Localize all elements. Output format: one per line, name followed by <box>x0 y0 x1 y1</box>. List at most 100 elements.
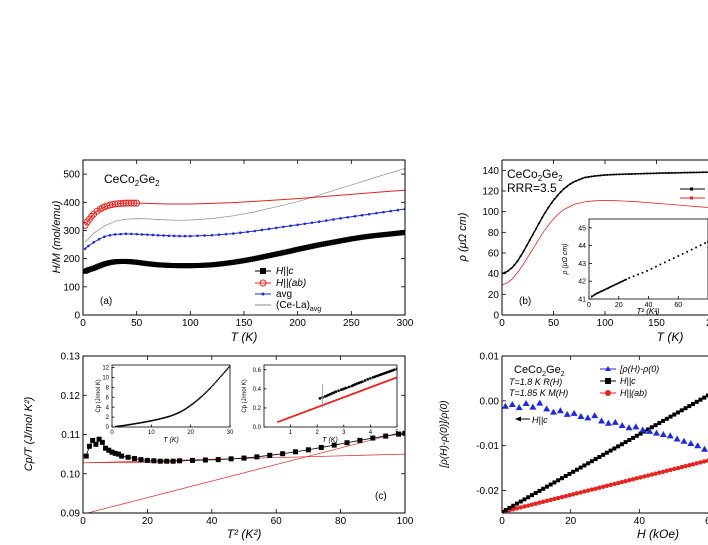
cp-point <box>112 450 118 456</box>
h-c-point <box>619 442 624 447</box>
inset-c1-point <box>121 424 124 427</box>
x-tick-label: 0 <box>499 318 505 329</box>
h-ab-point <box>675 465 681 471</box>
rho-h-c-point <box>643 172 646 175</box>
h-ab-point <box>544 498 550 504</box>
h-c-point <box>676 410 681 415</box>
inset-c2-point <box>371 376 375 379</box>
y-tick-label: 0.00 <box>480 396 500 407</box>
mr-triangle <box>701 445 708 452</box>
inset-c2-point <box>377 374 380 377</box>
h-c-point <box>661 418 666 423</box>
inset-c2-xlabel: T (K) <box>322 437 338 444</box>
y-tick-label: 10 <box>102 376 109 382</box>
legend-ce-la: (Ce-La)avg <box>276 300 321 313</box>
h-ab-point <box>612 481 617 487</box>
rho-h-c-point <box>633 172 636 175</box>
y-tick-label: 42 <box>578 279 586 286</box>
h-c-point <box>544 484 549 489</box>
inset-b-point <box>617 282 620 284</box>
x-tick-label: 80 <box>335 516 347 527</box>
inset-b-point <box>650 267 653 270</box>
avg-point <box>260 228 264 232</box>
h-ab-point <box>526 503 531 508</box>
h-ab-point <box>619 479 625 485</box>
h-c-point <box>503 507 508 512</box>
y-tick-label: 0.09 <box>61 509 81 520</box>
inset-c2-point <box>380 373 384 376</box>
inset-b-point <box>641 271 644 274</box>
avg-point <box>87 244 90 248</box>
h-ab-point <box>511 507 516 512</box>
rho-h-c-point <box>534 227 537 230</box>
h-c-point <box>514 501 519 506</box>
avg-point <box>83 247 87 251</box>
rho-h-c-point <box>655 172 658 175</box>
h-c-point <box>631 435 636 440</box>
inset-c1-point <box>204 392 206 395</box>
h-ab-point <box>109 201 116 208</box>
mr-triangle <box>604 419 612 426</box>
inset-c2-point <box>334 390 338 393</box>
panel-a-marks <box>83 168 405 274</box>
h-c-point <box>593 457 598 462</box>
cp-point <box>96 436 102 442</box>
h-ab-point <box>687 463 692 468</box>
x-tick-label: 0 <box>110 430 114 436</box>
inset-c2-point <box>366 378 369 381</box>
inset-c2-point <box>361 380 364 383</box>
series-mr-triangles <box>502 399 708 452</box>
h-ab-point <box>117 199 125 207</box>
inset-b-point <box>668 259 671 262</box>
cp-point <box>189 457 195 463</box>
cp-point <box>318 444 324 450</box>
panel-a-legend: H||c H||(ab) avg (Ce-La)avg <box>255 266 321 313</box>
avg-point <box>178 234 181 238</box>
inset-c2-point <box>339 388 343 391</box>
h-c-point <box>612 446 617 451</box>
panel-d: 0 20 40 0.01 0.00 -0.01 -0.02 6 CeCo2Ge2 T=1.8 … <box>439 352 708 541</box>
h-c-point <box>529 493 534 498</box>
cp-point <box>144 457 150 463</box>
rho-h-c-point <box>627 173 630 176</box>
h-c-point <box>706 393 708 398</box>
h-ab-point <box>529 502 535 507</box>
h-c-point <box>559 476 564 481</box>
x-tick-label: 40 <box>206 516 218 527</box>
mr-triangle <box>556 407 564 414</box>
h-ab-point <box>649 472 655 477</box>
x-tick-label: 150 <box>236 318 253 329</box>
h-ab-point <box>638 475 643 480</box>
h-ab-point <box>645 473 651 478</box>
panel-d-ticks: 0 20 40 0.01 0.00 -0.01 -0.02 6 <box>476 352 708 528</box>
inset-b-point <box>605 287 608 290</box>
inset-c2-point <box>343 387 346 390</box>
avg-line <box>84 208 405 250</box>
cp-point <box>115 451 121 457</box>
panel-c-inset-left: 0 10 20 30 0 2 4 6 8 10 12 Cp (J/mol K) T (K) <box>96 364 234 444</box>
y-tick-label: 44 <box>578 243 586 250</box>
panel-b: 0 50 100 150 0 20 40 60 80 100 120 140 2 CeCo2Ge2 RR… <box>457 159 708 344</box>
y-tick-label: 0.12 <box>61 391 81 402</box>
cp-point <box>357 437 363 443</box>
avg-point <box>231 232 235 235</box>
y-tick-label: 2 <box>106 415 110 421</box>
inset-b-point <box>623 279 626 282</box>
inset-b-point <box>619 281 622 284</box>
inset-c1-point <box>189 404 192 407</box>
h-c-point <box>604 450 609 455</box>
legend-d-h-ab: H||(ab) <box>620 388 647 398</box>
rho-h-c-point <box>538 222 541 225</box>
rho-h-c-point <box>599 174 602 177</box>
inset-c1-point <box>115 425 117 427</box>
avg-point <box>332 218 335 221</box>
mr-triangle <box>550 408 557 415</box>
panel-a-ylabel: H/M (mol/emu) <box>51 200 63 273</box>
inset-c2-point <box>393 368 396 371</box>
avg-point <box>92 240 96 244</box>
rho-h-c-point <box>559 191 562 194</box>
h-ab-point <box>548 497 553 503</box>
cp-point <box>103 445 109 451</box>
rho-h-c-point <box>562 187 565 190</box>
